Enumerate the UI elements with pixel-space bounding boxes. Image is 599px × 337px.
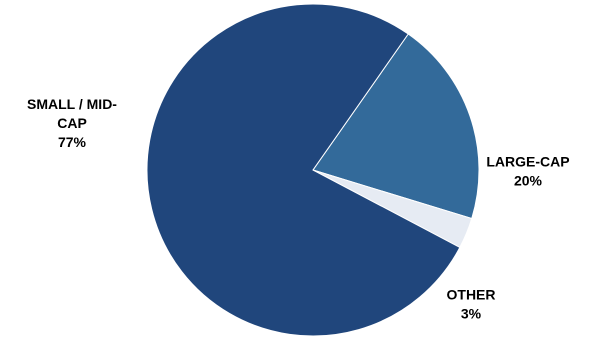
slice-name-line: CAP bbox=[57, 115, 87, 131]
slice-name-line: OTHER bbox=[447, 287, 496, 303]
slice-name-line: SMALL / MID- bbox=[27, 96, 117, 112]
pie-slice-large-cap bbox=[312, 33, 480, 220]
slice-name-line: LARGE-CAP bbox=[486, 154, 569, 170]
slice-label-large-cap: LARGE-CAP 20% bbox=[486, 154, 569, 189]
slice-percent: 77% bbox=[58, 134, 87, 150]
slice-percent: 20% bbox=[514, 173, 543, 189]
slice-label-other: OTHER 3% bbox=[447, 287, 496, 322]
pie-labels: LARGE-CAP 20% OTHER 3% SMALL / MID- CAP 77% bbox=[27, 96, 570, 322]
slice-label-small-mid-cap: SMALL / MID- CAP 77% bbox=[27, 96, 117, 150]
slice-percent: 3% bbox=[461, 306, 482, 322]
pie-slices bbox=[146, 3, 480, 337]
pie-slice-small-mid-cap bbox=[146, 3, 461, 337]
